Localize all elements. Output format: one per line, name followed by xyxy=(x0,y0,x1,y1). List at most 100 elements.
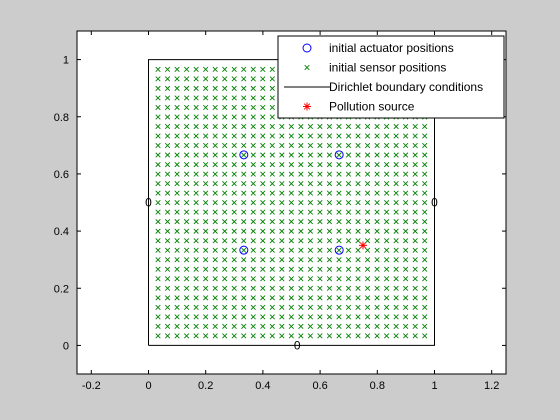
sensor-point xyxy=(250,133,256,139)
sensor-point xyxy=(155,76,161,82)
sensor-point xyxy=(336,285,342,291)
sensor-point xyxy=(279,152,285,158)
sensor-point xyxy=(260,200,266,206)
sensor-point xyxy=(412,200,418,206)
sensor-point xyxy=(412,133,418,139)
sensor-point xyxy=(250,333,256,339)
sensor-point xyxy=(241,285,247,291)
sensor-point xyxy=(183,333,190,339)
sensor-point xyxy=(364,190,371,196)
sensor-point xyxy=(260,247,266,253)
sensor-point xyxy=(393,228,399,234)
sensor-point xyxy=(326,295,333,301)
sensor-point xyxy=(345,266,352,272)
sensor-point xyxy=(269,123,275,130)
sensor-point xyxy=(269,276,275,282)
sensor-point xyxy=(403,295,409,301)
sensor-point xyxy=(422,323,428,329)
sensor-point xyxy=(279,247,285,253)
sensor-point xyxy=(193,257,199,263)
sensor-point xyxy=(222,333,228,339)
sensor-point xyxy=(231,85,237,92)
sensor-point xyxy=(412,180,418,187)
sensor-point xyxy=(317,276,323,282)
actuator-point xyxy=(239,245,249,255)
sensor-point xyxy=(183,133,190,139)
sensor-point xyxy=(203,85,209,92)
sensor-point xyxy=(193,95,199,101)
sensor-point xyxy=(288,285,294,291)
sensor-point xyxy=(155,323,161,329)
sensor-point xyxy=(317,247,323,253)
sensor-point xyxy=(422,142,428,149)
sensor-point xyxy=(212,247,218,253)
sensor-point xyxy=(269,209,275,215)
sensor-point xyxy=(374,257,380,263)
sensor-point xyxy=(155,276,161,282)
sensor-point xyxy=(336,333,342,339)
sensor-point xyxy=(279,314,285,320)
sensor-point xyxy=(326,314,333,320)
sensor-point xyxy=(317,295,323,301)
sensor-point xyxy=(326,285,333,291)
sensor-point xyxy=(403,219,409,225)
sensor-point xyxy=(269,190,275,196)
sensor-point xyxy=(164,190,171,196)
sensor-point xyxy=(298,219,304,225)
sensor-point xyxy=(231,276,237,282)
sensor-point xyxy=(364,200,371,206)
sensor-point xyxy=(241,66,247,73)
sensor-point xyxy=(212,333,218,339)
sensor-point xyxy=(364,247,371,253)
sensor-point xyxy=(345,333,352,339)
sensor-point xyxy=(260,266,266,272)
sensor-point xyxy=(212,142,218,149)
sensor-point xyxy=(393,323,399,329)
sensor-point xyxy=(183,200,190,206)
sensor-point xyxy=(383,247,390,253)
sensor-point xyxy=(383,323,390,329)
sensor-point xyxy=(203,285,209,291)
sensor-point xyxy=(193,295,199,301)
sensor-point xyxy=(355,200,361,206)
sensor-point xyxy=(307,304,314,310)
sensor-point xyxy=(374,276,380,282)
sensor-point xyxy=(307,133,314,139)
sensor-point xyxy=(222,142,228,149)
x-tick-label: 0 xyxy=(145,380,151,392)
sensor-point xyxy=(326,219,333,225)
sensor-point xyxy=(403,142,409,149)
sensor-point xyxy=(364,142,371,149)
sensor-point xyxy=(288,123,294,130)
sensor-point xyxy=(250,266,256,272)
sensor-point xyxy=(174,66,180,73)
sensor-point xyxy=(298,142,304,149)
sensor-point xyxy=(355,257,361,263)
sensor-point xyxy=(231,66,237,73)
sensor-point xyxy=(383,304,390,310)
sensor-point xyxy=(174,152,180,158)
sensor-point xyxy=(183,209,190,215)
sensor-point xyxy=(374,247,380,253)
sensor-point xyxy=(260,276,266,282)
sensor-point xyxy=(260,323,266,329)
sensor-point xyxy=(298,257,304,263)
sensor-point xyxy=(279,285,285,291)
legend-entry-label: Pollution source xyxy=(329,100,415,114)
sensor-point xyxy=(326,266,333,272)
sensor-point xyxy=(260,333,266,339)
sensor-point xyxy=(222,104,228,111)
sensor-point xyxy=(374,323,380,329)
sensor-point xyxy=(364,171,371,177)
sensor-point xyxy=(298,123,304,130)
sensor-point xyxy=(422,152,428,158)
sensor-point xyxy=(317,133,323,139)
sensor-point xyxy=(222,152,228,158)
sensor-point xyxy=(345,276,352,282)
sensor-point xyxy=(222,95,228,101)
sensor-point xyxy=(336,266,342,272)
legend: initial actuator positions initial sensor… xyxy=(277,35,505,119)
sensor-point xyxy=(231,266,237,272)
sensor-point xyxy=(298,238,304,244)
sensor-point xyxy=(345,152,352,158)
